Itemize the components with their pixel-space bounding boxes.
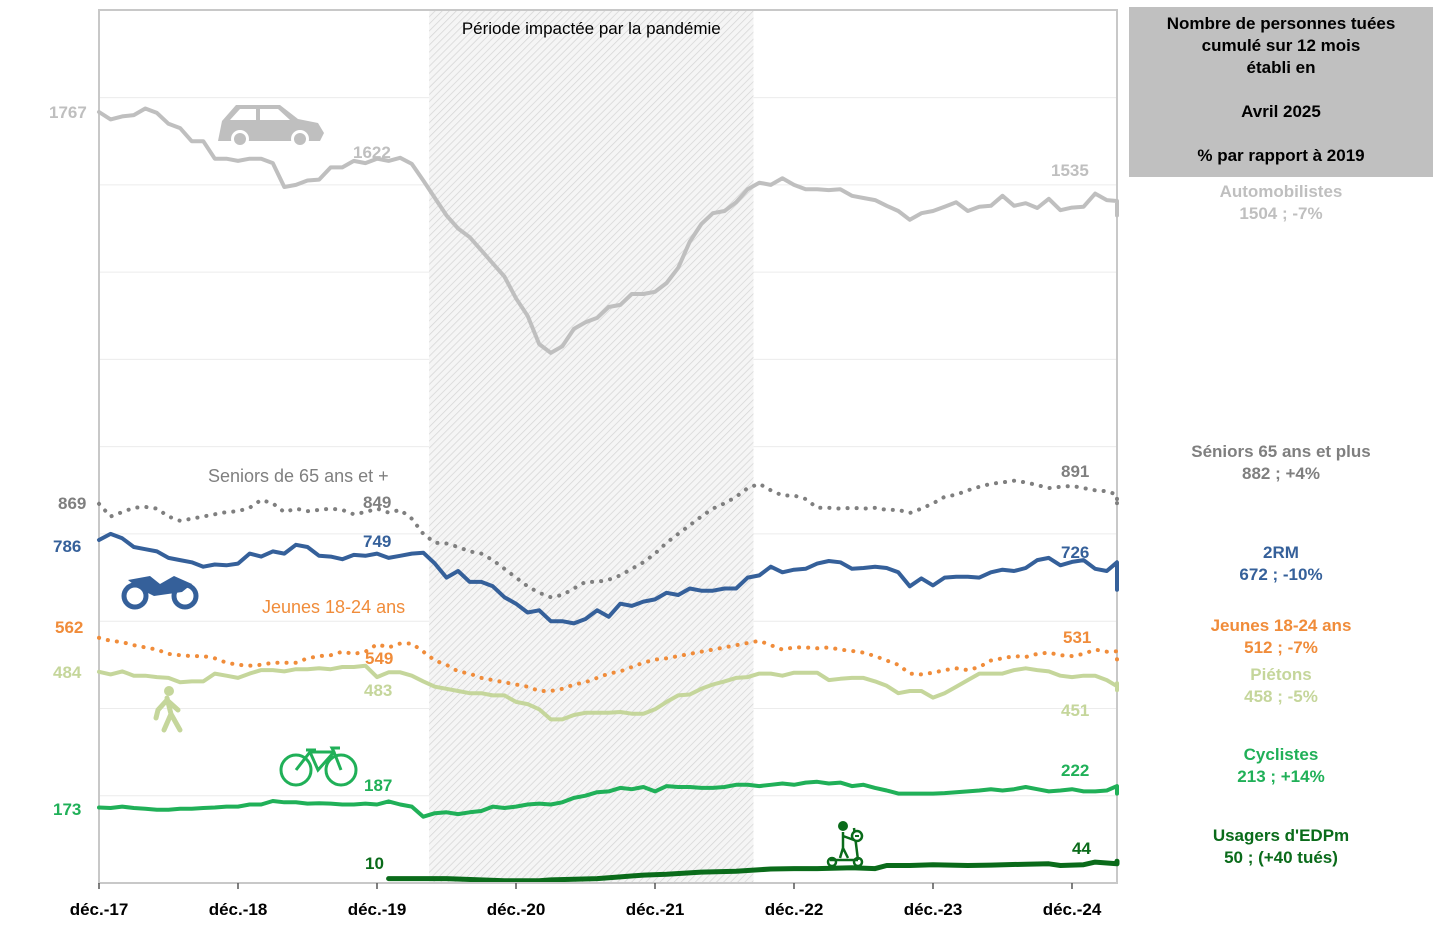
data-labels: 1767 1622 1535 869 849 891 Seniors de 65… bbox=[49, 103, 1091, 873]
seniors-end-label: 891 bbox=[1061, 462, 1089, 481]
legend-automobilistes: Automobilistes 1504 ; -7% bbox=[1129, 181, 1433, 225]
x-tick-label: déc.-19 bbox=[348, 900, 407, 919]
series-layer bbox=[97, 106, 1120, 884]
legend-name: 2RM bbox=[1263, 543, 1299, 562]
moto-start-label: 786 bbox=[53, 537, 81, 556]
jeunes-end-label: 531 bbox=[1063, 628, 1091, 647]
legend-value: 1504 ; -7% bbox=[1239, 204, 1323, 223]
pedestrian-icon bbox=[153, 686, 183, 733]
pietons-mid-label: 483 bbox=[364, 681, 392, 700]
seniors-start-label: 869 bbox=[58, 494, 86, 513]
x-tick-label: déc.-24 bbox=[1043, 900, 1102, 919]
info-line: Avril 2025 bbox=[1241, 102, 1321, 121]
series-line-usagers-d-edpm bbox=[386, 858, 1120, 884]
scooter-icon bbox=[826, 821, 864, 868]
moto-end-label: 726 bbox=[1061, 543, 1089, 562]
legend-2rm: 2RM 672 ; -10% bbox=[1129, 542, 1433, 586]
legend-jeunes: Jeunes 18-24 ans 512 ; -7% bbox=[1129, 615, 1433, 659]
series-line-cyclistes bbox=[97, 779, 1119, 819]
legend-pietons: Piétons 458 ; -5% bbox=[1129, 664, 1433, 708]
info-line bbox=[1129, 79, 1433, 101]
auto-mid-label: 1622 bbox=[353, 143, 391, 162]
cyclistes-end-label: 222 bbox=[1061, 761, 1089, 780]
jeunes-mid-label: 549 bbox=[365, 649, 393, 668]
pandemic-period-band bbox=[429, 10, 754, 883]
x-tick-label: déc.-23 bbox=[904, 900, 963, 919]
pietons-end-label: 451 bbox=[1061, 701, 1089, 720]
legend-edpm: Usagers d'EDPm 50 ; (+40 tués) bbox=[1129, 825, 1433, 869]
jeunes-series-label: Jeunes 18-24 ans bbox=[262, 597, 405, 617]
auto-end-label: 1535 bbox=[1051, 161, 1089, 180]
x-tick-label: déc.-18 bbox=[209, 900, 268, 919]
line-chart: Période impactée par la pandémie déc.-17… bbox=[49, 9, 1120, 919]
legend-value: 213 ; +14% bbox=[1237, 767, 1325, 786]
info-line bbox=[1129, 123, 1433, 145]
series-line-s-niors-65-ans-et-plus bbox=[97, 478, 1119, 600]
legend-name: Séniors 65 ans et plus bbox=[1191, 442, 1371, 461]
pandemic-period-label: Période impactée par la pandémie bbox=[462, 19, 721, 38]
info-line: Nombre de personnes tuées bbox=[1166, 14, 1396, 33]
cyclistes-start-label: 173 bbox=[53, 800, 81, 819]
x-axis: déc.-17 déc.-18 déc.-19 déc.-20 déc.-21 déc.-… bbox=[70, 882, 1117, 919]
seniors-series-label: Seniors de 65 ans et + bbox=[208, 466, 389, 486]
auto-start-label: 1767 bbox=[49, 103, 87, 122]
car-icon bbox=[218, 105, 324, 148]
legend-value: 50 ; (+40 tués) bbox=[1224, 848, 1338, 867]
seniors-mid-label: 849 bbox=[363, 493, 391, 512]
legend-value: 672 ; -10% bbox=[1239, 565, 1323, 584]
motorcycle-icon bbox=[121, 576, 199, 610]
moto-mid-label: 749 bbox=[363, 532, 391, 551]
edpm-end-label: 44 bbox=[1072, 839, 1091, 858]
edpm-start-label: 10 bbox=[365, 854, 384, 873]
cyclistes-mid-label: 187 bbox=[364, 776, 392, 795]
series-line-pi-tons bbox=[97, 663, 1119, 722]
legend-name: Usagers d'EDPm bbox=[1212, 826, 1350, 845]
info-line: cumulé sur 12 mois bbox=[1201, 36, 1361, 55]
legend-name: Automobilistes bbox=[1219, 182, 1343, 201]
series-line-automobilistes bbox=[97, 106, 1119, 355]
legend-seniors: Séniors 65 ans et plus 882 ; +4% bbox=[1129, 441, 1433, 485]
pietons-start-label: 484 bbox=[53, 663, 82, 682]
x-tick-label: déc.-21 bbox=[626, 900, 685, 919]
legend-value: 512 ; -7% bbox=[1244, 638, 1318, 657]
legend-name: Piétons bbox=[1250, 665, 1312, 684]
legend-name: Jeunes 18-24 ans bbox=[1210, 616, 1352, 635]
info-line: établi en bbox=[1246, 58, 1316, 77]
legend-value: 882 ; +4% bbox=[1242, 464, 1320, 483]
bicycle-icon bbox=[279, 746, 358, 787]
chart-info-box: Nombre de personnes tuées cumulé sur 12 … bbox=[1129, 7, 1433, 177]
info-line: % par rapport à 2019 bbox=[1197, 146, 1365, 165]
x-tick-label: déc.-20 bbox=[487, 900, 546, 919]
legend-value: 458 ; -5% bbox=[1244, 687, 1318, 706]
x-tick-label: déc.-22 bbox=[765, 900, 824, 919]
jeunes-start-label: 562 bbox=[55, 618, 83, 637]
x-tick-label: déc.-17 bbox=[70, 900, 129, 919]
legend-cyclistes: Cyclistes 213 ; +14% bbox=[1129, 744, 1433, 788]
series-line-2rm bbox=[97, 531, 1119, 626]
legend-name: Cyclistes bbox=[1243, 745, 1319, 764]
